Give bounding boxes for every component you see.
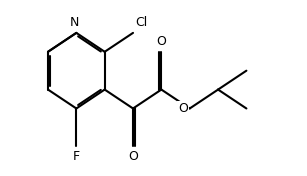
Text: O: O bbox=[128, 150, 138, 163]
Text: Cl: Cl bbox=[135, 16, 148, 29]
Text: O: O bbox=[157, 35, 166, 48]
Text: N: N bbox=[70, 16, 80, 29]
Text: O: O bbox=[178, 102, 188, 115]
Text: F: F bbox=[73, 150, 80, 163]
